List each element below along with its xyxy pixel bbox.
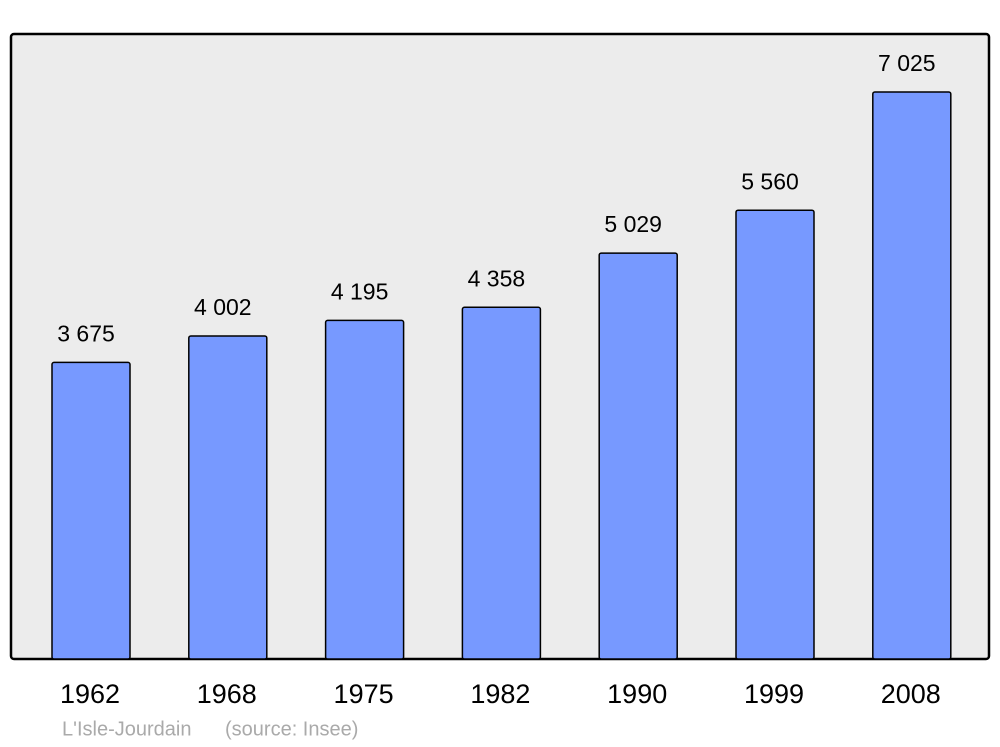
- bar: [324, 319, 405, 660]
- x-tick-label: 1968: [197, 679, 257, 709]
- value-label: 4 358: [468, 265, 526, 291]
- bar: [461, 306, 542, 660]
- x-tick-label: 1990: [607, 679, 667, 709]
- value-label: 3 675: [57, 320, 115, 346]
- value-label: 5 029: [604, 211, 662, 237]
- source-label: (source: Insee): [225, 718, 358, 740]
- value-label: 4 002: [194, 294, 252, 320]
- x-tick-label: 2008: [881, 679, 941, 709]
- place-label: L'Isle-Jourdain: [62, 718, 191, 740]
- x-tick-label: 1999: [744, 679, 804, 709]
- x-tick-label: 1962: [60, 679, 120, 709]
- value-label: 7 025: [878, 50, 936, 76]
- x-tick-label: 1982: [470, 679, 530, 709]
- bar: [872, 91, 952, 660]
- value-label: 5 560: [741, 168, 799, 194]
- bar: [735, 209, 815, 660]
- value-label: 4 195: [331, 278, 389, 304]
- bar: [51, 361, 131, 660]
- bar: [188, 335, 268, 660]
- x-tick-label: 1975: [334, 679, 394, 709]
- bar: [598, 252, 678, 660]
